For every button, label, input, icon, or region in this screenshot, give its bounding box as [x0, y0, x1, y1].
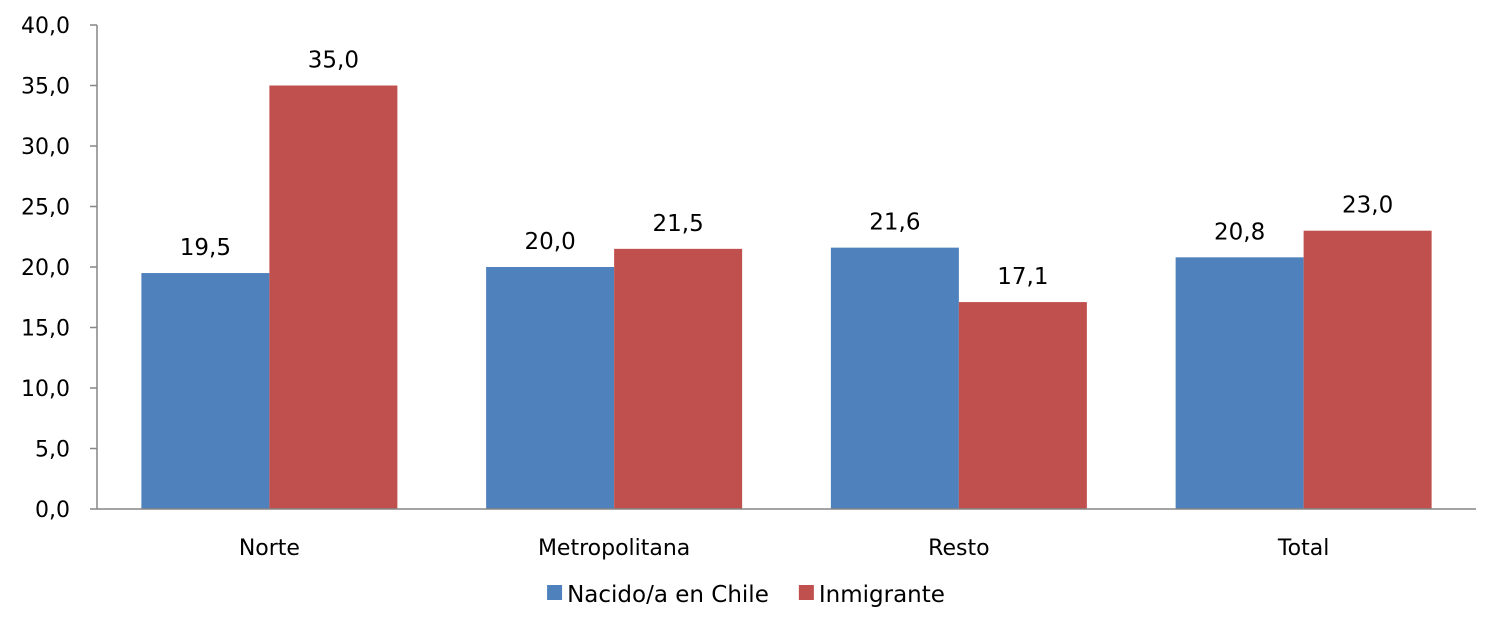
data-label: 35,0 — [308, 48, 359, 74]
y-tick-label: 15,0 — [21, 317, 70, 342]
x-category-label: Norte — [239, 536, 300, 561]
x-category-label: Total — [1277, 536, 1329, 561]
y-tick-label: 30,0 — [21, 135, 70, 160]
bars — [141, 85, 1432, 509]
y-tick-label: 5,0 — [35, 438, 70, 463]
x-axis-labels: Norte Metropolitana Resto Total — [239, 536, 1330, 561]
data-label: 20,0 — [525, 229, 576, 255]
y-tick-label: 20,0 — [21, 256, 70, 281]
x-category-label: Metropolitana — [538, 536, 690, 561]
bar — [830, 247, 959, 509]
data-label: 17,1 — [997, 264, 1048, 290]
y-axis-ticks: 0,0 5,0 10,0 15,0 20,0 25,0 30,0 35,0 40,0 — [21, 14, 70, 523]
legend-label: Inmigrante — [819, 582, 945, 608]
axes — [90, 24, 1476, 510]
legend-label: Nacido/a en Chile — [567, 582, 769, 608]
data-label: 21,5 — [653, 211, 704, 237]
data-labels: 19,5 35,0 20,0 21,5 21,6 17,1 20,8 23,0 — [180, 48, 1393, 291]
bar — [141, 273, 270, 509]
x-category-label: Resto — [928, 536, 989, 561]
bar — [269, 85, 398, 509]
bar — [614, 248, 743, 509]
y-tick-label: 35,0 — [21, 75, 70, 100]
y-tick-label: 40,0 — [21, 14, 70, 39]
y-tick-label: 10,0 — [21, 377, 70, 402]
data-label: 21,6 — [869, 210, 920, 236]
bar — [486, 267, 615, 509]
bar — [1175, 257, 1304, 509]
legend: Nacido/a en Chile Inmigrante — [547, 582, 945, 608]
bar — [1303, 230, 1432, 509]
y-tick-label: 25,0 — [21, 196, 70, 221]
data-label: 20,8 — [1214, 219, 1265, 245]
legend-swatch — [798, 585, 814, 600]
data-label: 23,0 — [1342, 193, 1393, 219]
legend-swatch — [547, 585, 563, 600]
bar — [958, 302, 1087, 509]
data-label: 19,5 — [180, 235, 231, 261]
y-tick-label: 0,0 — [35, 498, 70, 523]
